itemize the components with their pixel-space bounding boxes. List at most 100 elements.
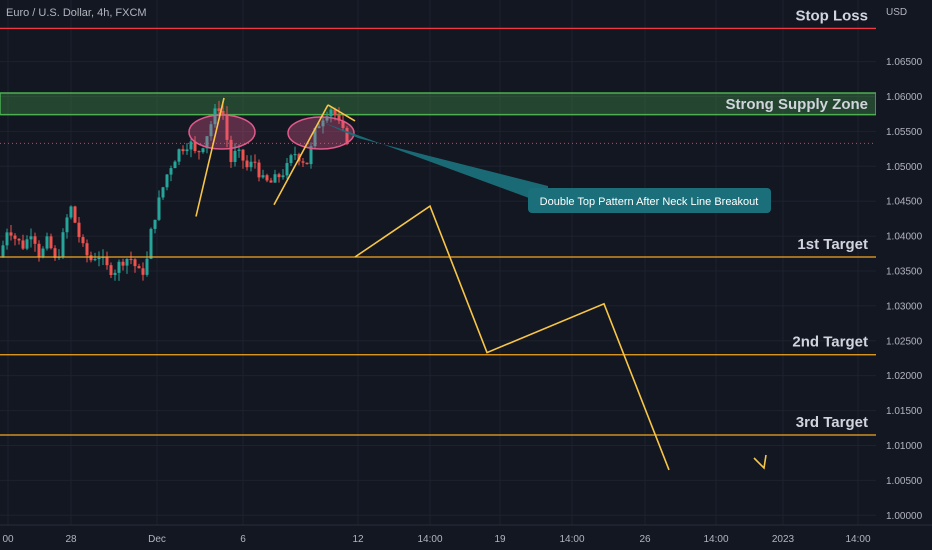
candle-body xyxy=(301,161,305,163)
candle-body xyxy=(125,258,129,266)
candle-body xyxy=(229,139,233,162)
price-tick-label: 1.05000 xyxy=(886,162,923,173)
price-tick-label: 1.04500 xyxy=(886,197,923,208)
first-top-ellipse[interactable] xyxy=(188,114,256,150)
price-tick-label: 1.03000 xyxy=(886,301,923,312)
callout-box[interactable] xyxy=(528,188,771,213)
candle-body xyxy=(293,154,297,156)
candle-body xyxy=(273,174,277,183)
level-label: 2nd Target xyxy=(792,334,868,351)
second-top-ellipse[interactable] xyxy=(287,116,355,150)
candle-body xyxy=(285,163,289,176)
level-label: 3rd Target xyxy=(796,414,868,431)
candle-body xyxy=(205,136,209,149)
time-tick-label: 19 xyxy=(494,534,506,545)
price-axis[interactable]: USD 1.06500 1.06000 1.05500 1.05000 1.04500 1… xyxy=(876,0,932,525)
candle-body xyxy=(85,243,89,256)
candle-body xyxy=(213,108,217,125)
currency-label: USD xyxy=(886,7,907,18)
candle-body xyxy=(165,174,169,188)
candle-body xyxy=(109,265,113,275)
supply-zone-label: Strong Supply Zone xyxy=(726,96,869,113)
pattern-line-right xyxy=(273,104,329,206)
candle-body xyxy=(17,238,21,241)
candle-body xyxy=(141,268,145,275)
candle-body xyxy=(341,120,345,128)
supply-zone: Strong Supply Zone xyxy=(0,92,877,116)
candle-body xyxy=(9,232,13,236)
pattern-line-left xyxy=(195,97,225,217)
candle-body xyxy=(129,258,133,260)
candle-body xyxy=(97,257,101,260)
price-tick-label: 1.02000 xyxy=(886,371,923,382)
callout-text: Double Top Pattern After Neck Line Break… xyxy=(540,196,759,208)
price-tick-label: 1.06000 xyxy=(886,92,923,103)
candle-body xyxy=(53,248,57,258)
candle-body xyxy=(25,239,29,249)
candle-body xyxy=(5,232,9,246)
candle-body xyxy=(69,206,73,218)
candle-body xyxy=(253,161,257,163)
candle-body xyxy=(149,228,153,259)
candle-body xyxy=(13,235,17,239)
time-tick-label: 14:00 xyxy=(559,534,584,545)
candle-body xyxy=(181,149,185,152)
candle-body xyxy=(189,141,193,150)
candle-body xyxy=(345,127,349,145)
candle-body xyxy=(177,149,181,162)
callout-pointer xyxy=(322,122,548,205)
candle-body xyxy=(257,162,261,178)
level-label: Stop Loss xyxy=(795,7,868,24)
candle-body xyxy=(289,155,293,164)
candle-body xyxy=(121,261,125,266)
candle-body xyxy=(153,219,157,229)
candle-body xyxy=(77,222,81,238)
candle-body xyxy=(329,109,333,117)
price-axis-bg xyxy=(876,0,932,525)
candle-body xyxy=(37,243,41,258)
time-tick-label: Dec xyxy=(148,534,166,545)
chart-title: Euro / U.S. Dollar, 4h, FXCM xyxy=(6,7,147,19)
price-tick-label: 1.00500 xyxy=(886,476,923,487)
candle-body xyxy=(249,161,253,168)
candle-body xyxy=(261,175,265,178)
time-tick-label: 26 xyxy=(639,534,651,545)
level-label: 1st Target xyxy=(797,236,868,253)
candle-body xyxy=(225,114,229,140)
candle-body xyxy=(309,146,313,165)
candle-body xyxy=(317,126,321,129)
candle-body xyxy=(137,266,141,269)
time-tick-label: 14:00 xyxy=(845,534,870,545)
drawings: Double Top Pattern After Neck Line Break… xyxy=(188,97,771,471)
candle-body xyxy=(321,120,325,127)
candle-body xyxy=(157,197,161,220)
candle-body xyxy=(325,116,329,121)
time-tick-label: 6 xyxy=(240,534,246,545)
price-tick-label: 1.01500 xyxy=(886,406,923,417)
candle-body xyxy=(117,261,121,273)
projection-path xyxy=(354,204,670,471)
candle-body xyxy=(161,187,165,198)
candle-body xyxy=(1,245,5,258)
candle-body xyxy=(313,128,317,147)
candle-body xyxy=(233,150,237,162)
pattern-breakdown-line xyxy=(327,104,356,122)
candle-body xyxy=(333,109,337,116)
candle-body xyxy=(221,110,225,115)
candle-body xyxy=(133,259,137,267)
candle-body xyxy=(269,180,273,183)
time-tick-label: 14:00 xyxy=(417,534,442,545)
time-tick-label: 12 xyxy=(352,534,364,545)
candle-body xyxy=(173,161,177,169)
chart-grid xyxy=(0,0,876,525)
candle-body xyxy=(245,160,249,168)
price-tick-label: 1.01000 xyxy=(886,441,923,452)
candle-body xyxy=(45,236,49,249)
price-tick-label: 1.02500 xyxy=(886,336,923,347)
candle-body xyxy=(65,217,69,233)
time-tick-label: 14:00 xyxy=(703,534,728,545)
candle-body xyxy=(105,257,109,266)
time-axis[interactable]: 00 28 Dec 6 12 14:00 19 14:00 26 14:00 2023 14:00 xyxy=(0,524,932,550)
